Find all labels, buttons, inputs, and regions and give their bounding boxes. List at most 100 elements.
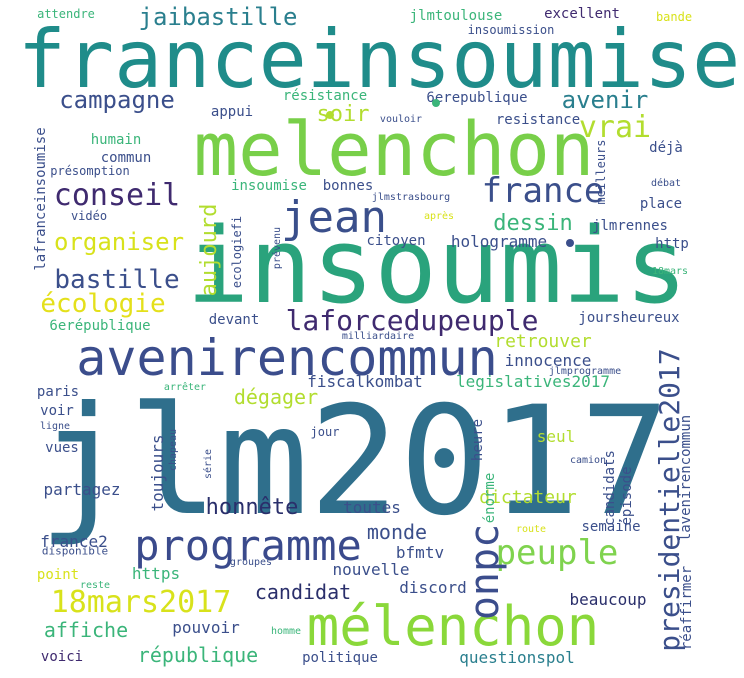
word-resistance: résistance <box>282 88 368 104</box>
word-debat: débat <box>650 178 682 189</box>
word-insoumission: insoumission <box>467 23 555 37</box>
word-candidat: candidat <box>254 580 352 604</box>
word-jlmstrasbourg: jlmstrasbourg <box>371 192 451 203</box>
word-episode: épisode <box>619 466 635 526</box>
word-organiser: organiser <box>53 228 185 256</box>
word-insoumise: insoumise <box>231 178 307 194</box>
word-jour: jour <box>310 425 340 439</box>
decorative-dot-1 <box>566 239 574 247</box>
word-camion: camion <box>569 455 607 466</box>
word-arreter: arrêter <box>163 382 207 393</box>
word-lavenirencommun: lavenirencommun <box>678 414 694 542</box>
word-milliardaire: milliardaire <box>341 331 415 342</box>
word-resistance: resistance <box>495 112 581 128</box>
word-peuple: peuple <box>495 533 619 573</box>
word-bfmtv: bfmtv <box>395 543 445 562</box>
word-serie: série <box>203 448 214 480</box>
word-france: france <box>481 171 605 211</box>
word-questionspol: questionspol <box>459 648 575 667</box>
decorative-dot-2 <box>432 99 440 107</box>
word-chapeau: chapeau <box>168 428 179 472</box>
word-presomption: présomption <box>50 164 130 178</box>
word-lafranceinsoumise: lafranceinsoumise <box>33 127 49 271</box>
word-beaucoup: beaucoup <box>569 590 647 609</box>
word-enorme: énorme <box>482 472 498 524</box>
word-appui: appui <box>210 104 254 120</box>
word-point: point <box>36 567 80 583</box>
word-vouloir: vouloir <box>379 114 423 125</box>
word-laforcedupeuple: laforcedupeuple <box>285 304 539 337</box>
word-voir: voir <box>40 403 74 419</box>
word-semaine: semaine <box>581 519 641 535</box>
word-hologramme: hologramme <box>450 232 548 251</box>
word-apres: après <box>423 211 455 222</box>
word-heure: heure <box>470 418 486 462</box>
word-groupes: groupes <box>229 557 273 568</box>
word-franceinsoumise: franceinsoumise <box>17 13 741 106</box>
word-bastille: bastille <box>54 265 180 295</box>
word-republique: république <box>137 643 259 667</box>
word-degager: dégager <box>233 385 319 409</box>
word-insoumis: insoumis <box>186 205 688 327</box>
word-pouvoir: pouvoir <box>172 618 240 637</box>
word-ligne: ligne <box>39 421 71 432</box>
word-fiscalkombat: fiscalkombat <box>307 372 423 391</box>
word-18mars: 18mars <box>651 266 689 277</box>
word-citoyen: citoyen <box>366 233 426 249</box>
word-https: https <box>131 564 181 583</box>
word-jean: jean <box>281 192 387 243</box>
word-video: vidéo <box>70 209 108 223</box>
word-jlmprogramme: jlmprogramme <box>548 366 622 377</box>
word-melenchon: mélenchon <box>306 595 600 658</box>
word-http: http <box>655 236 689 252</box>
word-france2: france2 <box>40 532 108 551</box>
decorative-dot-0 <box>326 111 334 119</box>
word-prevenu: prévenu <box>272 226 283 270</box>
word-disponible: disponible <box>41 544 109 558</box>
word-soir: soir <box>316 102 370 127</box>
word-paris: paris <box>36 384 80 400</box>
word-avenirencommun: avenirencommun <box>76 329 498 387</box>
word-devant: devant <box>208 312 260 328</box>
word-vrai: vrai <box>578 110 652 145</box>
word-conseil: conseil <box>53 178 181 213</box>
word-melenchon: melenchon <box>193 107 595 193</box>
word-toutes: toutes <box>343 498 401 517</box>
word-reaffirmer: réaffirmer <box>679 565 695 651</box>
word-commun: commun <box>100 150 152 166</box>
word-voici: voici <box>40 649 84 665</box>
word-deja: déjà <box>649 140 683 156</box>
word-jlmrennes: jlmrennes <box>592 218 668 234</box>
word-bonnes: bonnes <box>322 178 374 194</box>
word-attendre: attendre <box>37 7 95 21</box>
word-6erepublique: 6erépublique <box>49 318 151 334</box>
word-programme: programme <box>134 521 362 570</box>
word-homme: homme <box>270 626 302 637</box>
word-reste: reste <box>79 580 111 591</box>
word-politique: politique <box>302 650 378 666</box>
word-legislatives2017: legislatives2017 <box>455 372 611 391</box>
word-toujours: toujours <box>148 434 167 512</box>
word-ecologie: écologie <box>40 289 166 319</box>
word-affiche: affiche <box>43 618 129 642</box>
word-ecologiefi: ecologiefi <box>230 215 244 289</box>
word-bande: bande <box>655 10 693 24</box>
word-seul: seul <box>536 427 576 446</box>
word-excellent: excellent <box>544 6 620 22</box>
word-partagez: partagez <box>43 480 121 499</box>
word-dessin: dessin <box>493 211 573 236</box>
word-jlm2017: jlm2017 <box>37 375 671 549</box>
word-joursheureux: joursheureux <box>578 310 680 326</box>
word-retrouver: retrouver <box>494 331 592 352</box>
word-dictateur: dictateur <box>479 487 577 508</box>
word-meilleurs: meilleurs <box>594 139 608 205</box>
word-aujourd: aujourd <box>197 203 222 297</box>
word-onpc: onpc <box>462 523 508 621</box>
word-discord: discord <box>399 578 467 597</box>
word-humain: humain <box>90 132 142 148</box>
word-avenir: avenir <box>561 86 649 114</box>
word-jlmtoulouse: jlmtoulouse <box>409 8 503 24</box>
word-jaibastille: jaibastille <box>138 3 298 31</box>
word-honnete: honnête <box>205 495 299 520</box>
word-vues: vues <box>45 440 79 456</box>
